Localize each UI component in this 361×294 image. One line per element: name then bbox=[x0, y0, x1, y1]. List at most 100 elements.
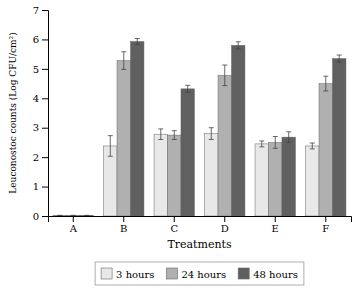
error-cap bbox=[222, 85, 227, 86]
y-tick-mark bbox=[42, 39, 48, 40]
error-cap bbox=[310, 148, 315, 149]
x-tick-label: D bbox=[221, 223, 229, 234]
error-cap bbox=[286, 131, 291, 132]
error-bar bbox=[108, 136, 113, 157]
x-tick: C bbox=[170, 216, 178, 234]
x-tick-mark bbox=[73, 216, 74, 222]
x-tick: E bbox=[272, 216, 279, 234]
legend-item: 48 hours bbox=[238, 268, 298, 280]
x-tick: F bbox=[322, 216, 329, 234]
error-bar bbox=[209, 128, 214, 140]
bar bbox=[269, 142, 282, 216]
y-tick-mark bbox=[42, 128, 48, 129]
legend-label: 3 hours bbox=[116, 269, 154, 280]
error-cap bbox=[158, 128, 163, 129]
y-tick: 3 bbox=[33, 122, 48, 133]
y-tick: 4 bbox=[33, 93, 48, 104]
error-cap bbox=[185, 85, 190, 86]
legend-item: 3 hours bbox=[101, 268, 154, 280]
error-line bbox=[123, 52, 124, 70]
error-cap bbox=[323, 90, 328, 91]
y-tick-label: 3 bbox=[33, 122, 39, 133]
error-line bbox=[288, 132, 289, 143]
y-axis-line bbox=[42, 11, 49, 217]
y-tick-mark bbox=[42, 10, 48, 11]
error-cap bbox=[236, 41, 241, 42]
x-tick: D bbox=[221, 216, 229, 234]
y-tick-mark bbox=[42, 157, 48, 158]
legend-swatch bbox=[101, 268, 112, 279]
error-bar bbox=[71, 215, 76, 216]
chart-container: ABCDEF01234567TreatmentsLeuconostoc coun… bbox=[0, 0, 361, 294]
y-tick-mark bbox=[42, 98, 48, 99]
bar bbox=[80, 215, 93, 216]
legend-label: 48 hours bbox=[253, 269, 298, 280]
error-cap bbox=[286, 142, 291, 143]
y-tick-mark bbox=[42, 69, 48, 70]
legend-swatch bbox=[166, 268, 177, 279]
bar bbox=[104, 146, 117, 216]
y-tick-label: 4 bbox=[33, 93, 39, 104]
error-line bbox=[160, 129, 161, 140]
error-cap bbox=[236, 48, 241, 49]
x-tick-label: A bbox=[69, 223, 78, 234]
bar bbox=[154, 134, 167, 216]
plot: ABCDEF01234567TreatmentsLeuconostoc coun… bbox=[8, 5, 352, 251]
error-cap bbox=[108, 156, 113, 157]
error-cap bbox=[71, 215, 76, 216]
x-tick-mark bbox=[275, 216, 276, 222]
y-tick-label: 7 bbox=[33, 5, 39, 16]
error-bar bbox=[236, 42, 241, 49]
error-cap bbox=[71, 215, 76, 216]
error-cap bbox=[209, 139, 214, 140]
error-cap bbox=[323, 76, 328, 77]
bar bbox=[53, 215, 66, 216]
y-tick-label: 5 bbox=[33, 64, 39, 75]
error-line bbox=[211, 128, 212, 140]
error-bar bbox=[273, 137, 278, 149]
error-bar bbox=[259, 141, 264, 147]
error-bar bbox=[337, 55, 342, 62]
bar bbox=[319, 84, 332, 216]
error-bar bbox=[135, 39, 140, 45]
error-bar bbox=[286, 132, 291, 143]
x-tick-label: C bbox=[170, 223, 178, 234]
bar bbox=[130, 41, 143, 216]
bar bbox=[67, 215, 80, 216]
y-tick: 0 bbox=[33, 211, 48, 222]
y-axis: 01234567 bbox=[33, 5, 49, 222]
x-tick: A bbox=[69, 216, 78, 234]
x-tick-mark bbox=[224, 216, 225, 222]
y-tick: 6 bbox=[33, 34, 48, 45]
bar bbox=[255, 144, 268, 216]
error-cap bbox=[185, 92, 190, 93]
y-tick-label: 0 bbox=[33, 211, 39, 222]
error-line bbox=[137, 39, 138, 45]
error-bar bbox=[172, 131, 177, 140]
error-cap bbox=[273, 136, 278, 137]
error-cap bbox=[121, 51, 126, 52]
x-tick: B bbox=[120, 216, 127, 234]
chart: ABCDEF01234567TreatmentsLeuconostoc coun… bbox=[0, 0, 361, 294]
error-line bbox=[339, 55, 340, 62]
x-tick-label: F bbox=[322, 223, 329, 234]
bar bbox=[332, 59, 345, 216]
x-axis-title: Treatments bbox=[167, 238, 232, 251]
error-cap bbox=[84, 215, 89, 216]
error-line bbox=[325, 76, 326, 91]
error-cap bbox=[259, 140, 264, 141]
error-cap bbox=[310, 143, 315, 144]
error-cap bbox=[209, 127, 214, 128]
error-line bbox=[110, 136, 111, 157]
x-tick-mark bbox=[123, 216, 124, 222]
x-axis-line bbox=[49, 217, 352, 223]
legend-item: 24 hours bbox=[166, 268, 226, 280]
bar bbox=[306, 146, 319, 216]
y-tick: 7 bbox=[33, 5, 48, 16]
error-cap bbox=[121, 69, 126, 70]
error-cap bbox=[337, 55, 342, 56]
x-tick-mark bbox=[174, 216, 175, 222]
error-bar bbox=[158, 129, 163, 140]
error-line bbox=[187, 85, 188, 92]
y-tick-mark bbox=[42, 216, 48, 217]
